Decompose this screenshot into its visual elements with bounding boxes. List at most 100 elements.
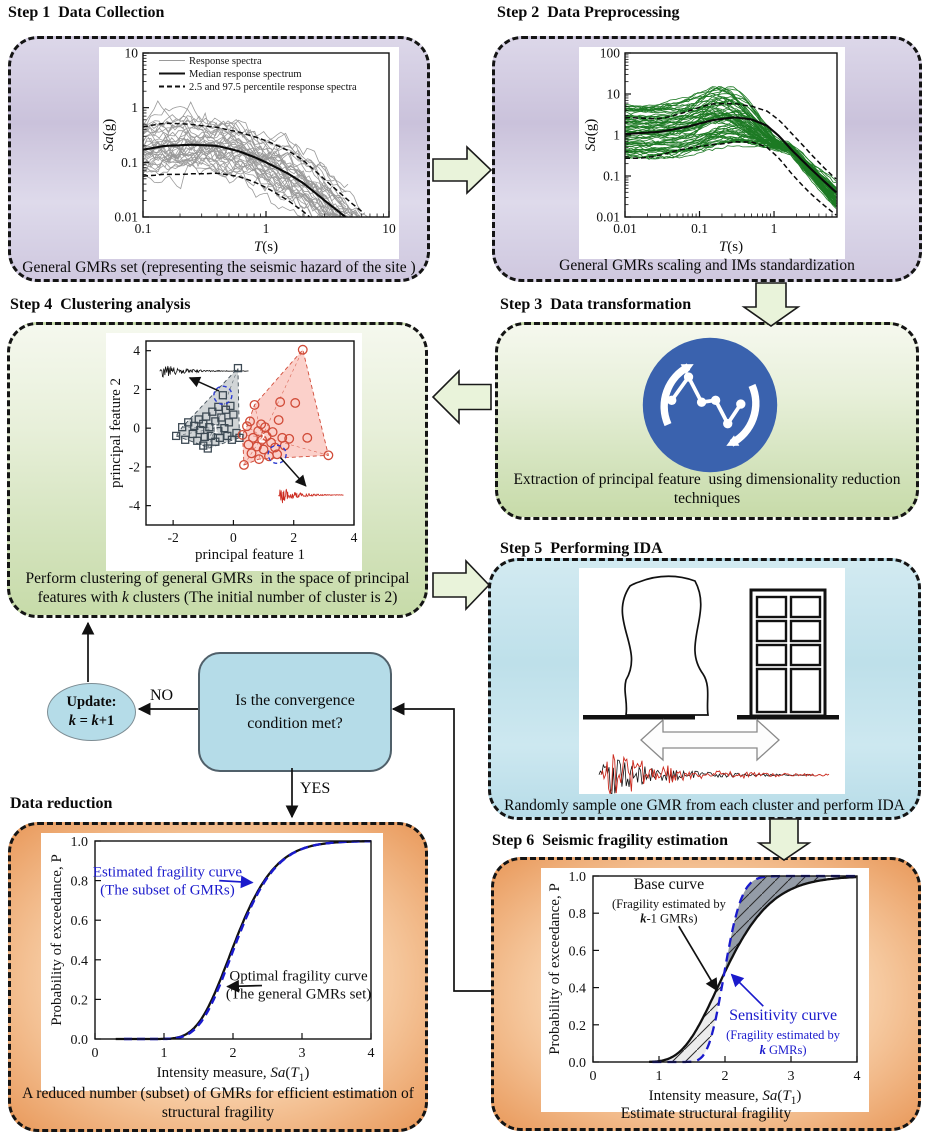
data-reduction-caption: A reduced number (subset) of GMRs for ef… <box>11 1085 425 1123</box>
svg-text:1: 1 <box>656 1069 663 1084</box>
svg-text:10: 10 <box>125 47 139 61</box>
svg-text:principal feature 1: principal feature 1 <box>195 547 305 563</box>
step5-panel: Randomly sample one GMR from each cluste… <box>488 558 921 820</box>
svg-text:3: 3 <box>788 1069 795 1084</box>
step5-graphicbox <box>579 568 845 796</box>
svg-text:2: 2 <box>230 1046 237 1061</box>
svg-text:Optimal fragility curve: Optimal fragility curve <box>229 969 368 985</box>
no-label: NO <box>150 687 174 704</box>
step3-caption: Extraction of principal feature using di… <box>498 471 916 509</box>
step4-caption-line1: Perform clustering of general GMRs in th… <box>25 570 410 588</box>
svg-text:1: 1 <box>131 100 138 115</box>
svg-text:0.1: 0.1 <box>135 221 152 236</box>
svg-text:principal feature 2: principal feature 2 <box>108 378 124 488</box>
svg-text:0: 0 <box>230 530 237 545</box>
cycle-arrow-top <box>660 363 694 427</box>
step4-caption-line2: features with k clusters (The initial nu… <box>37 589 398 607</box>
svg-text:0.01: 0.01 <box>596 210 620 225</box>
step4-caption: Perform clustering of general GMRs in th… <box>10 570 425 608</box>
svg-text:Sa(g): Sa(g) <box>101 119 117 152</box>
svg-text:-4: -4 <box>129 498 140 513</box>
svg-text:0.4: 0.4 <box>71 954 89 969</box>
step1-title: Step 1 Data Collection <box>8 4 165 21</box>
dr-caption-line1: A reduced number (subset) of GMRs for ef… <box>22 1085 414 1103</box>
step3-panel: Extraction of principal feature using di… <box>495 322 919 520</box>
step6-title: Step 6 Seismic fragility estimation <box>492 832 728 849</box>
svg-text:Sensitivity curve: Sensitivity curve <box>729 1007 837 1024</box>
decision-box: Is the convergence condition met? <box>198 652 392 772</box>
svg-text:T(s): T(s) <box>719 239 743 255</box>
svg-text:10: 10 <box>382 221 396 236</box>
svg-text:0: 0 <box>590 1069 597 1084</box>
step2-panel: 0.01 0.1 1 0.01 0.1 1 10 100 T(s) Sa(g) General G… <box>492 36 922 282</box>
step5-caption-text: Randomly sample one GMR from each cluste… <box>504 797 905 815</box>
svg-text:2: 2 <box>290 530 297 545</box>
step6-panel: 0 1 2 3 4 0.0 0.2 0.4 0.6 0.8 1.0 Intensity measure… <box>491 857 921 1131</box>
svg-text:k-1 GMRs): k-1 GMRs) <box>640 912 697 926</box>
svg-text:4: 4 <box>368 1046 375 1061</box>
cycle-arrow-bottom <box>726 383 760 447</box>
step5-caption: Randomly sample one GMR from each cluste… <box>491 797 918 816</box>
data-reduction-panel: 0 1 2 3 4 0.0 0.2 0.4 0.6 0.8 1.0 Intensity measure… <box>8 822 428 1132</box>
svg-text:0.0: 0.0 <box>569 1056 587 1071</box>
icon-line-dots <box>667 372 746 429</box>
step2-title: Step 2 Data Preprocessing <box>497 4 680 21</box>
svg-text:Probability of exceedance, P: Probability of exceedance, P <box>547 883 563 1055</box>
step1-chartbox: 0.1 1 10 0.01 0.1 1 10 T(s) Sa(g) Response spectr… <box>99 46 399 259</box>
step3-title: Step 3 Data transformation <box>500 296 692 313</box>
step2-caption-text: General GMRs scaling and IMs standardiza… <box>559 257 855 275</box>
step2-chartbox: 0.01 0.1 1 0.01 0.1 1 10 100 T(s) Sa(g) <box>579 46 845 259</box>
decision-line2: condition met? <box>247 715 343 732</box>
data-reduction-chartbox: 0 1 2 3 4 0.0 0.2 0.4 0.6 0.8 1.0 Intensity measure… <box>41 833 383 1091</box>
svg-text:0: 0 <box>92 1046 99 1061</box>
svg-text:-2: -2 <box>129 459 140 474</box>
svg-text:100: 100 <box>600 47 621 61</box>
svg-text:1: 1 <box>161 1046 168 1061</box>
svg-text:0.6: 0.6 <box>71 914 89 929</box>
svg-text:1.0: 1.0 <box>569 870 587 885</box>
svg-text:0.4: 0.4 <box>569 982 587 997</box>
step1-caption-text: General GMRs set (representing the seism… <box>22 259 416 277</box>
svg-text:0.2: 0.2 <box>569 1019 587 1034</box>
step6-chartbox: 0 1 2 3 4 0.0 0.2 0.4 0.6 0.8 1.0 Intensity measure… <box>541 868 869 1112</box>
svg-text:T(s): T(s) <box>254 239 278 255</box>
svg-text:Intensity measure, Sa(T1): Intensity measure, Sa(T1) <box>157 1065 310 1084</box>
decision-line1: Is the convergence <box>235 691 355 709</box>
svg-text:1: 1 <box>613 128 620 143</box>
svg-text:Response spectra: Response spectra <box>189 56 262 67</box>
step3-caption-line1: Extraction of principal feature using di… <box>513 471 901 489</box>
update-title: Update: <box>66 694 117 711</box>
svg-text:0.1: 0.1 <box>603 169 620 184</box>
svg-text:3: 3 <box>299 1046 306 1061</box>
svg-text:0.0: 0.0 <box>71 1033 89 1048</box>
svg-text:Median response spectrum: Median response spectrum <box>189 69 302 80</box>
svg-text:0.01: 0.01 <box>114 210 138 225</box>
step4-panel: 1 2 -2 0 2 4 -4 -2 0 2 4 principal feature 1 princip… <box>7 322 428 618</box>
svg-text:(The general GMRs set): (The general GMRs set) <box>226 986 371 1002</box>
data-transformation-icon <box>642 337 778 473</box>
step1-caption: General GMRs set (representing the seism… <box>11 259 427 278</box>
clustering-scatter-chart: 1 2 -2 0 2 4 -4 -2 0 2 4 principal feature 1 princip… <box>108 340 358 563</box>
svg-text:10: 10 <box>607 87 621 102</box>
svg-text:Probability of exceedance, P: Probability of exceedance, P <box>49 854 65 1026</box>
svg-text:0.8: 0.8 <box>71 875 89 890</box>
svg-text:(Fragility estimated by: (Fragility estimated by <box>612 897 727 911</box>
step6-caption: Estimate structural fragility <box>494 1105 918 1124</box>
step3-caption-line2: techniques <box>673 490 741 508</box>
svg-text:1: 1 <box>263 221 270 236</box>
update-formula: k = k+1 <box>68 713 115 729</box>
double-arrow-icon <box>640 718 780 762</box>
svg-text:Sa(g): Sa(g) <box>583 119 599 152</box>
fragility-comparison-chart: 0 1 2 3 4 0.0 0.2 0.4 0.6 0.8 1.0 Intensity measure… <box>49 835 375 1084</box>
yes-label: YES <box>300 780 331 797</box>
svg-text:k GMRs): k GMRs) <box>760 1043 807 1057</box>
svg-text:2.5 and 97.5 percentile respon: 2.5 and 97.5 percentile response spectra <box>189 82 357 93</box>
svg-text:0.1: 0.1 <box>691 221 708 236</box>
ida-illustration <box>583 575 839 796</box>
step2-caption: General GMRs scaling and IMs standardiza… <box>495 257 919 276</box>
svg-text:-2: -2 <box>168 530 179 545</box>
scaled-spectra-chart: 0.01 0.1 1 0.01 0.1 1 10 100 T(s) Sa(g) <box>583 46 838 255</box>
svg-text:1: 1 <box>212 421 219 436</box>
svg-text:4: 4 <box>351 530 358 545</box>
